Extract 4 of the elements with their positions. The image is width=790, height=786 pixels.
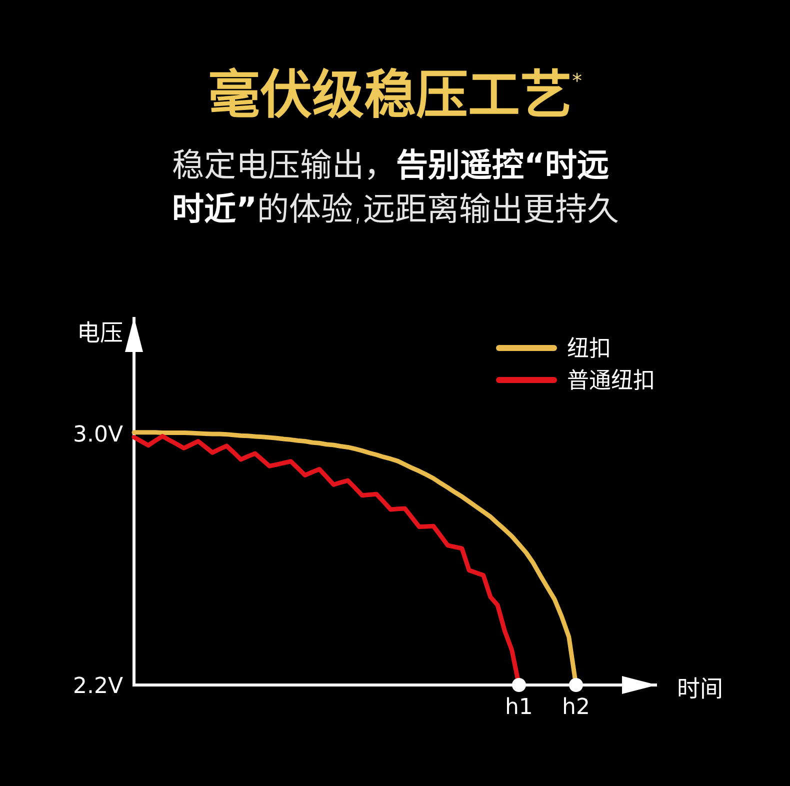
ylabel: 电压 [77, 320, 123, 346]
xlabel: 时间 [677, 676, 723, 702]
subtitle: 稳定电压输出，告别遥控“时远时近”的体验,远距离输出更持久 [172, 145, 620, 230]
title: 毫伏级稳压工艺$^{*}$ [207, 66, 583, 126]
